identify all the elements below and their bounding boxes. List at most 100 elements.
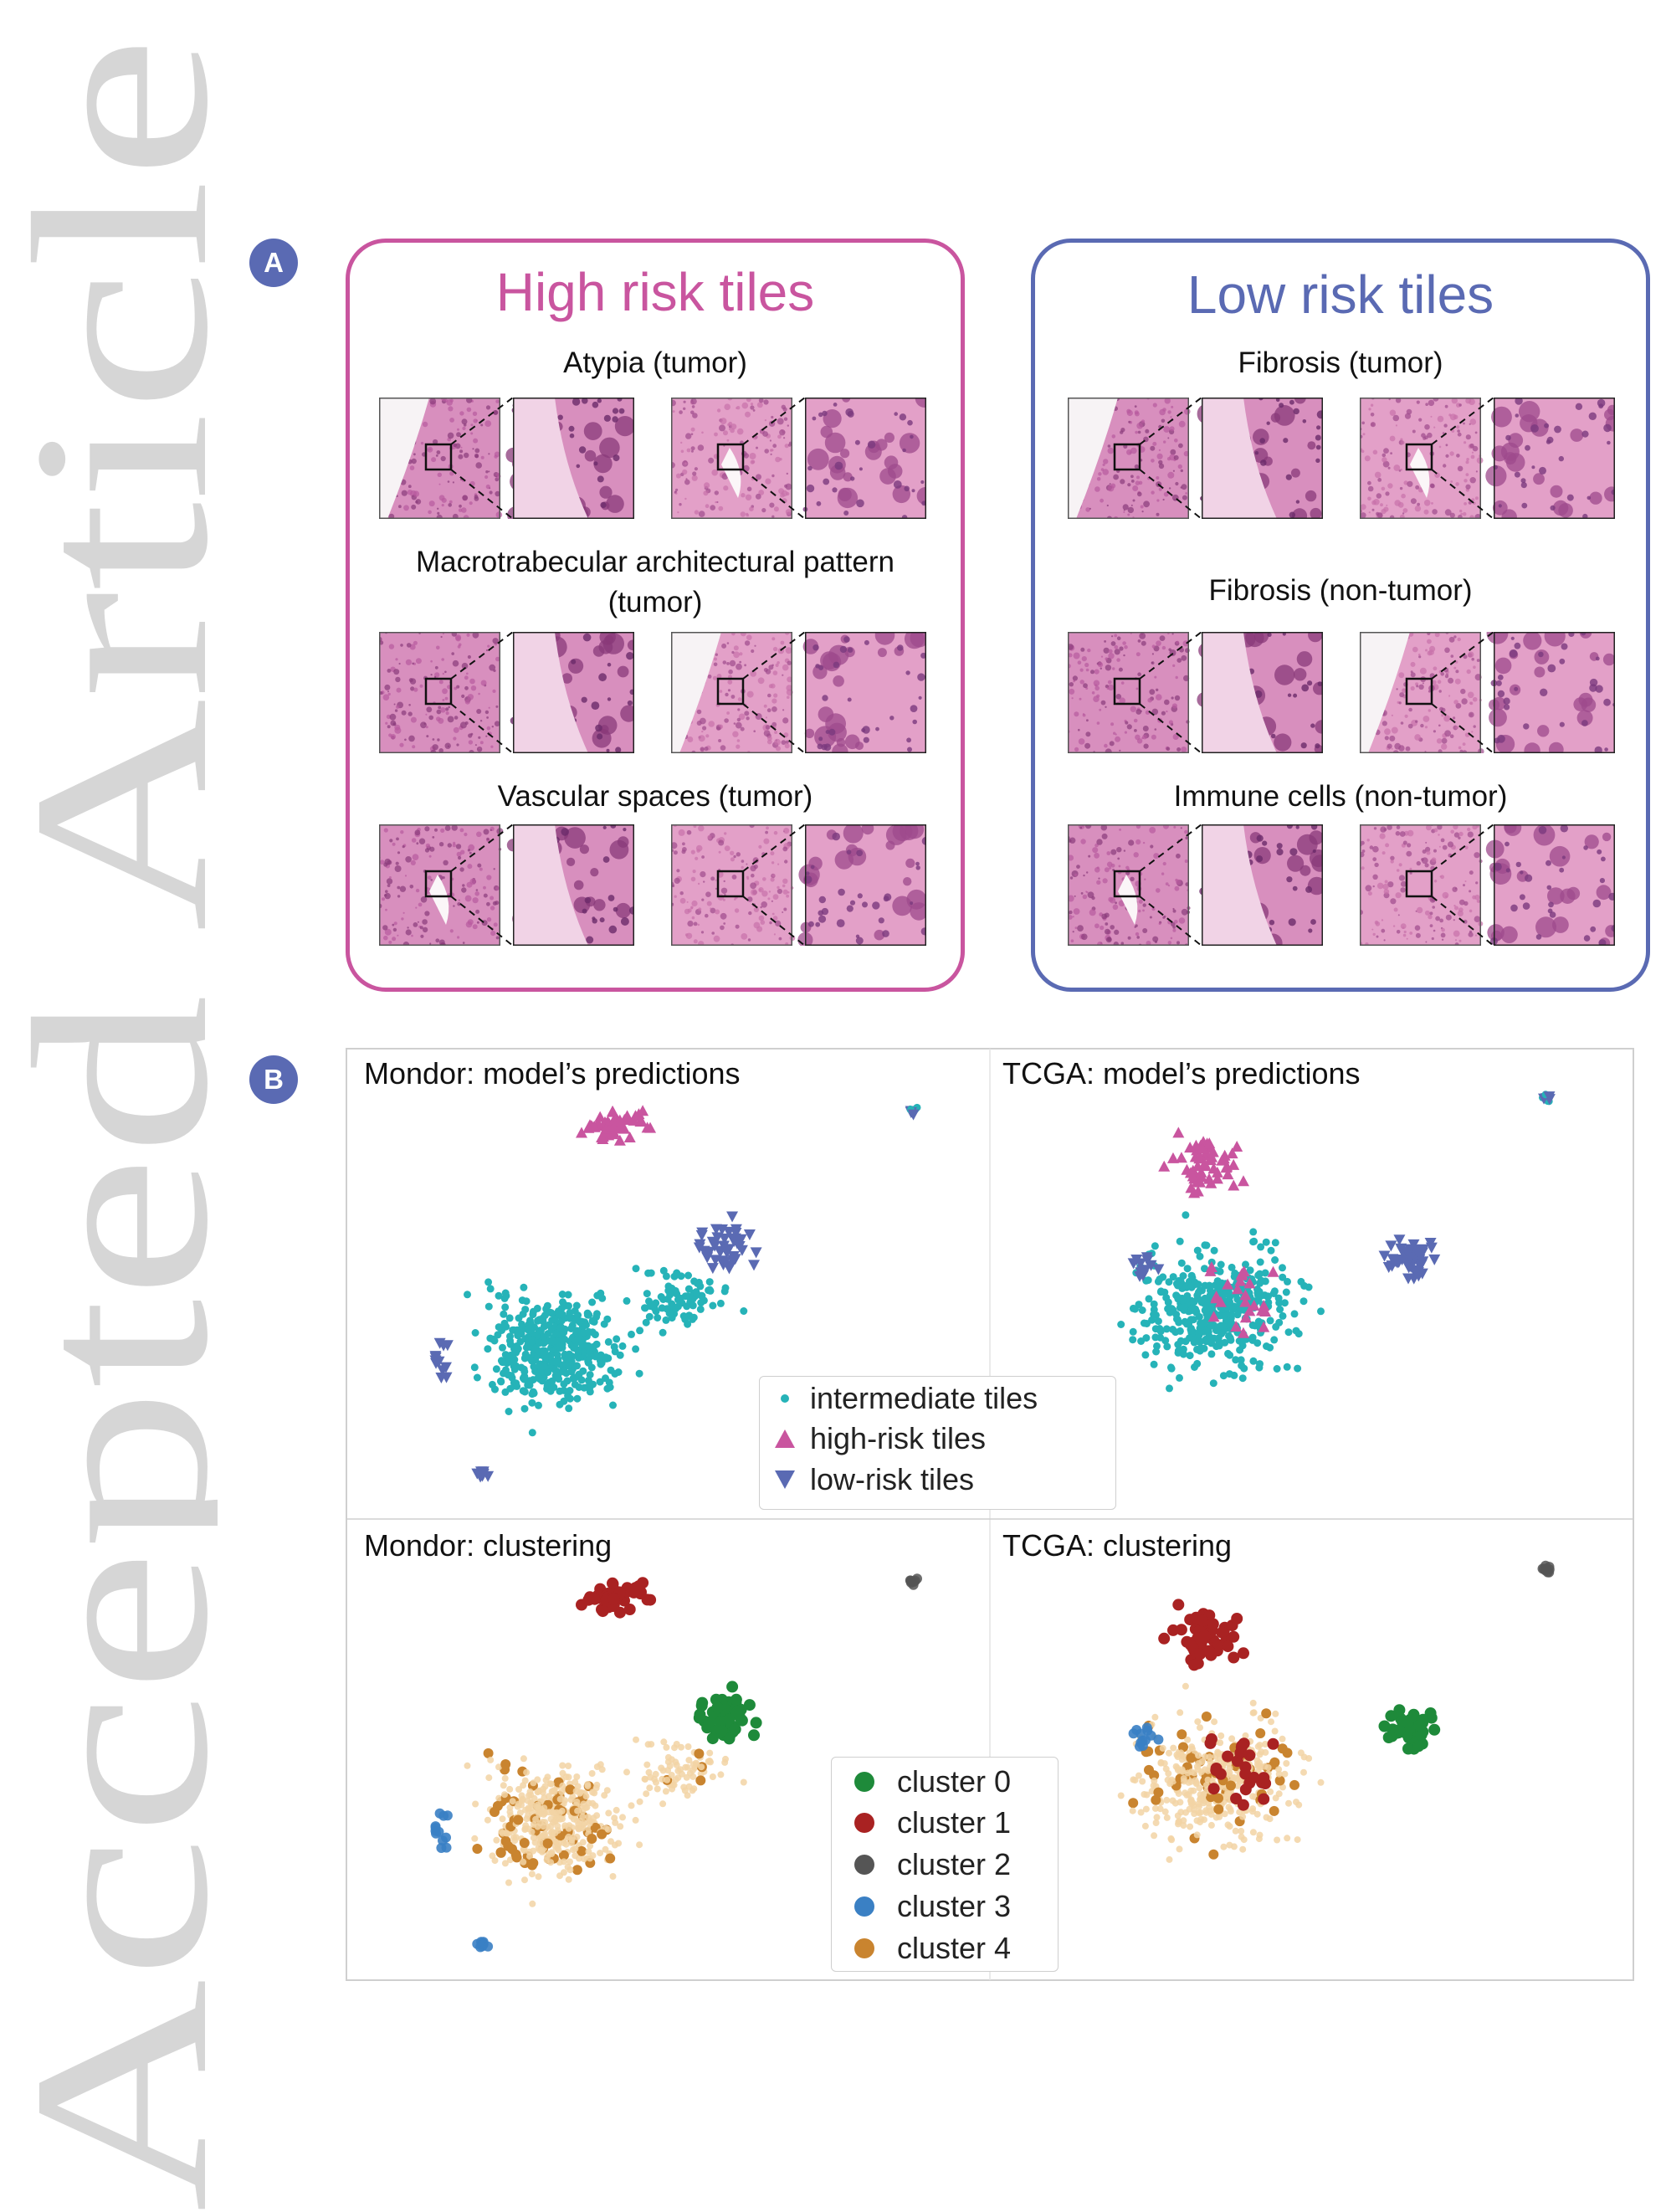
low-risk-tile-point (748, 1260, 761, 1271)
cluster-4-point (1300, 1768, 1307, 1776)
cluster-4-point (532, 1815, 540, 1823)
intermediate-tile-point (1299, 1297, 1308, 1306)
svg-text:Accepted Article: Accepted Article (0, 36, 218, 2212)
intermediate-tile-point (1282, 1288, 1290, 1296)
intermediate-tile-point (555, 1375, 563, 1383)
cluster-4-point (1195, 1809, 1202, 1817)
cluster-4-point (1221, 1810, 1228, 1818)
intermediate-tile-point (495, 1291, 503, 1300)
cluster-4-point (588, 1770, 596, 1777)
cluster-4-point (1151, 1804, 1159, 1812)
intermediate-tile-point (1266, 1316, 1274, 1325)
cluster-4-point (556, 1795, 564, 1803)
cluster-4-point (528, 1871, 536, 1878)
intermediate-tile-point (1186, 1352, 1194, 1360)
intermediate-tile-point (484, 1302, 493, 1311)
cluster-4-point (565, 1833, 572, 1840)
cluster-4-point (632, 1816, 639, 1824)
cluster-1-point (1231, 1613, 1243, 1624)
intermediate-tile-point (606, 1383, 614, 1391)
cluster-4-point (1175, 1790, 1182, 1798)
cluster-4-point (682, 1763, 689, 1771)
cluster-4-point (566, 1866, 574, 1874)
cluster-0-point (726, 1681, 739, 1693)
cluster-4-point (615, 1840, 623, 1847)
cluster-4-point (1193, 1817, 1201, 1825)
cluster-4-point (1275, 1770, 1283, 1778)
cluster-4-point (573, 1773, 581, 1780)
high-risk-tile-point (1243, 1277, 1256, 1289)
legend-label-cluster-0: cluster 0 (897, 1764, 1012, 1799)
row-title-fibrosis-non-tumor: Fibrosis (non-tumor) (1208, 574, 1473, 607)
intermediate-tile-point (537, 1327, 545, 1335)
intermediate-tile-point (1276, 1306, 1284, 1313)
intermediate-tile-point (1214, 1334, 1223, 1342)
intermediate-tile-point (1162, 1325, 1171, 1333)
intermediate-tile-point (497, 1357, 505, 1365)
intermediate-tile-point (1204, 1305, 1212, 1313)
subplot-title-mondor-predictions: Mondor: model’s predictions (364, 1056, 741, 1091)
intermediate-tile-point (1152, 1347, 1161, 1356)
cluster-1-point (597, 1605, 609, 1618)
low-risk-tile-point (730, 1236, 743, 1248)
cluster-4-point (525, 1805, 532, 1813)
intermediate-tile-point (556, 1400, 564, 1409)
intermediate-tile-point (501, 1289, 510, 1297)
high-risk-tile-point (1239, 1311, 1252, 1323)
cluster-4-point (722, 1755, 729, 1763)
cluster-4-point (1232, 1827, 1239, 1835)
intermediate-tile-point (526, 1320, 535, 1328)
intermediate-tile-point (604, 1354, 613, 1363)
cluster-4-point (527, 1791, 535, 1799)
intermediate-tile-point (716, 1299, 725, 1307)
cluster-3-point (434, 1808, 445, 1819)
legend-item-cluster-2: cluster 2 (832, 1847, 1011, 1882)
histology-tile-image (671, 824, 926, 946)
cluster-4-point (1217, 1739, 1224, 1747)
histology-tile-image (671, 632, 926, 753)
cluster-4-point (521, 1777, 529, 1784)
histology-tile-pair (1360, 632, 1615, 753)
cluster-4-point (636, 1841, 643, 1849)
low-risk-tile-point (750, 1247, 762, 1259)
intermediate-tile-point (1205, 1332, 1213, 1341)
cluster-4-point (579, 1808, 587, 1815)
cluster-4-point (580, 1800, 587, 1808)
cluster-4-point (668, 1756, 675, 1763)
intermediate-tile-point (521, 1306, 530, 1314)
low-risk-tile-point (723, 1226, 736, 1238)
histology-tile-image (1360, 398, 1615, 519)
intermediate-tile-point (566, 1387, 574, 1394)
cluster-0-point (703, 1716, 715, 1728)
intermediate-tile-point (1150, 1300, 1158, 1308)
low-risk-tile-point (430, 1357, 443, 1369)
cluster-4-point (493, 1836, 500, 1844)
intermediate-tile-point (1250, 1237, 1258, 1245)
cluster-4-point (1183, 1791, 1191, 1799)
cluster-4-point (501, 1774, 509, 1782)
row-title-macrotrabecular: Macrotrabecular architectural pattern (t… (416, 546, 895, 618)
intermediate-tile-point (1138, 1306, 1146, 1314)
cluster-4-point (1261, 1708, 1272, 1719)
cluster-4-point (1239, 1813, 1247, 1820)
cluster-4-point (1150, 1782, 1157, 1789)
cluster-4-point (573, 1799, 581, 1805)
cluster-1-point (1236, 1740, 1248, 1752)
cluster-4-point (567, 1796, 575, 1804)
cluster-4-point (609, 1873, 617, 1880)
cluster-4-point (1195, 1800, 1202, 1808)
intermediate-tile-point (644, 1269, 653, 1277)
triangle-up-icon (775, 1429, 795, 1448)
cluster-4-point (528, 1828, 536, 1835)
intermediate-tile-point (1226, 1334, 1234, 1342)
legend-item-high-risk: high-risk tiles (760, 1421, 986, 1456)
intermediate-tile-point (1179, 1345, 1187, 1353)
high-risk-tile-point (576, 1127, 588, 1138)
intermediate-tile-point (553, 1351, 561, 1359)
cluster-4-point (581, 1855, 588, 1863)
cluster-4-point (1159, 1744, 1166, 1752)
cluster-4-point (487, 1756, 495, 1763)
intermediate-tile-point (1216, 1267, 1224, 1275)
cluster-4-point (1176, 1845, 1183, 1853)
cluster-4-point (587, 1842, 594, 1850)
